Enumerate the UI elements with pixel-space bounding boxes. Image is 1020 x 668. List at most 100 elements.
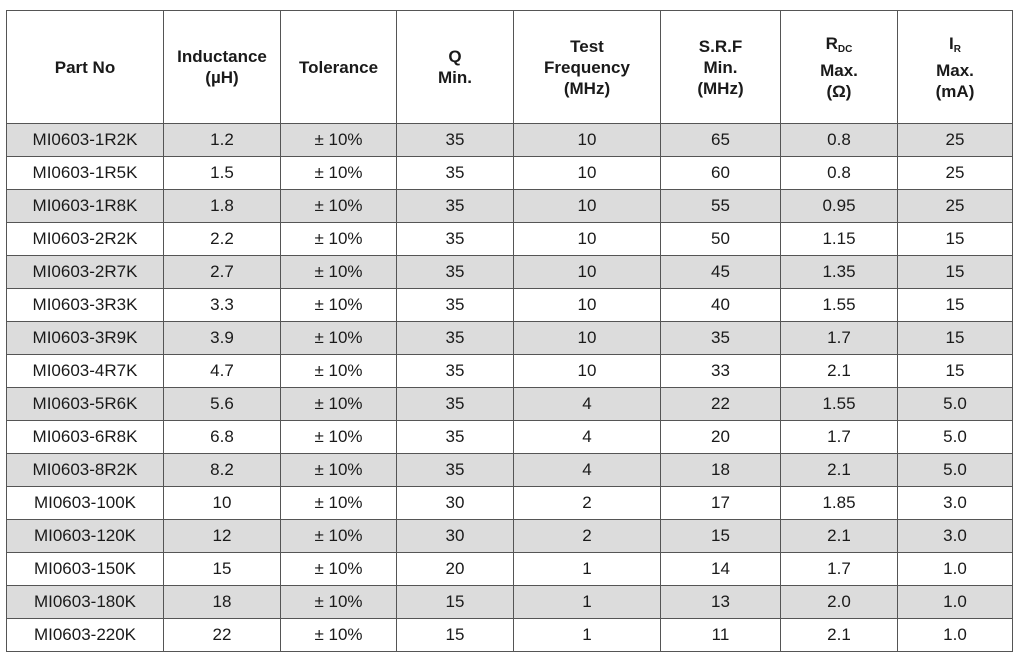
cell-test-frequency: 4 [513, 387, 661, 421]
header-part-no-label: Part No [54, 57, 116, 77]
cell-part-no: MI0603-150K [6, 552, 164, 586]
cell-q-min: 35 [396, 123, 514, 157]
cell-tolerance: ± 10% [280, 486, 397, 520]
cell-inductance: 1.2 [163, 123, 281, 157]
table-row: MI0603-5R6K 5.6 ± 10% 35 4 22 1.55 5.0 [6, 387, 1013, 421]
cell-q-min: 35 [396, 387, 514, 421]
header-q-line1: Q [448, 47, 462, 66]
header-inductance-line2: (µH) [205, 68, 239, 87]
header-ir-sub: R [953, 43, 961, 55]
cell-part-no: MI0603-5R6K [6, 387, 164, 421]
cell-inductance: 1.5 [163, 156, 281, 190]
cell-inductance: 15 [163, 552, 281, 586]
header-inductance: Inductance (µH) [163, 10, 281, 124]
header-ir-line3: (mA) [935, 81, 975, 101]
cell-part-no: MI0603-4R7K [6, 354, 164, 388]
spec-table-container: Part No Inductance (µH) Tolerance Q Min.… [6, 10, 1013, 652]
cell-tolerance: ± 10% [280, 519, 397, 553]
cell-ir-max: 1.0 [897, 552, 1013, 586]
cell-rdc-max: 2.1 [780, 453, 898, 487]
header-inductance-line1: Inductance [177, 47, 267, 66]
cell-tolerance: ± 10% [280, 123, 397, 157]
cell-ir-max: 5.0 [897, 420, 1013, 454]
cell-q-min: 35 [396, 354, 514, 388]
cell-rdc-max: 0.95 [780, 189, 898, 223]
cell-srf-min: 20 [660, 420, 781, 454]
cell-rdc-max: 2.1 [780, 519, 898, 553]
cell-tolerance: ± 10% [280, 387, 397, 421]
cell-inductance: 2.7 [163, 255, 281, 289]
cell-part-no: MI0603-1R5K [6, 156, 164, 190]
cell-tolerance: ± 10% [280, 552, 397, 586]
header-test-frequency-line2: Frequency [544, 57, 630, 77]
cell-rdc-max: 2.1 [780, 354, 898, 388]
cell-ir-max: 25 [897, 156, 1013, 190]
cell-inductance: 4.7 [163, 354, 281, 388]
header-rdc-main: R [825, 33, 838, 53]
cell-ir-max: 1.0 [897, 618, 1013, 652]
header-srf: S.R.F Min. (MHz) [660, 10, 781, 124]
cell-test-frequency: 10 [513, 354, 661, 388]
cell-srf-min: 45 [660, 255, 781, 289]
table-row: MI0603-220K 22 ± 10% 15 1 11 2.1 1.0 [6, 618, 1013, 652]
cell-inductance: 3.9 [163, 321, 281, 355]
cell-test-frequency: 10 [513, 156, 661, 190]
cell-test-frequency: 2 [513, 486, 661, 520]
cell-tolerance: ± 10% [280, 420, 397, 454]
cell-srf-min: 14 [660, 552, 781, 586]
cell-test-frequency: 10 [513, 222, 661, 256]
cell-q-min: 35 [396, 156, 514, 190]
cell-ir-max: 15 [897, 222, 1013, 256]
cell-inductance: 1.8 [163, 189, 281, 223]
cell-rdc-max: 1.85 [780, 486, 898, 520]
cell-test-frequency: 10 [513, 288, 661, 322]
cell-tolerance: ± 10% [280, 189, 397, 223]
header-q: Q Min. [396, 10, 514, 124]
cell-test-frequency: 4 [513, 420, 661, 454]
header-srf-line3: (MHz) [697, 78, 744, 98]
table-row: MI0603-2R7K 2.7 ± 10% 35 10 45 1.35 15 [6, 255, 1013, 289]
header-ir-symbol: IR [898, 33, 1012, 60]
cell-part-no: MI0603-6R8K [6, 420, 164, 454]
cell-q-min: 35 [396, 453, 514, 487]
cell-tolerance: ± 10% [280, 288, 397, 322]
cell-test-frequency: 10 [513, 123, 661, 157]
cell-tolerance: ± 10% [280, 618, 397, 652]
cell-q-min: 30 [396, 486, 514, 520]
table-row: MI0603-3R3K 3.3 ± 10% 35 10 40 1.55 15 [6, 288, 1013, 322]
table-row: MI0603-4R7K 4.7 ± 10% 35 10 33 2.1 15 [6, 354, 1013, 388]
cell-part-no: MI0603-100K [6, 486, 164, 520]
cell-test-frequency: 4 [513, 453, 661, 487]
cell-tolerance: ± 10% [280, 321, 397, 355]
cell-tolerance: ± 10% [280, 585, 397, 619]
cell-ir-max: 3.0 [897, 486, 1013, 520]
cell-rdc-max: 1.7 [780, 321, 898, 355]
header-ir: IR Max. (mA) [897, 10, 1013, 124]
table-row: MI0603-8R2K 8.2 ± 10% 35 4 18 2.1 5.0 [6, 453, 1013, 487]
cell-rdc-max: 1.7 [780, 552, 898, 586]
cell-q-min: 35 [396, 420, 514, 454]
cell-q-min: 15 [396, 618, 514, 652]
header-ir-main: I [949, 33, 954, 53]
cell-ir-max: 25 [897, 123, 1013, 157]
cell-q-min: 30 [396, 519, 514, 553]
cell-ir-max: 15 [897, 321, 1013, 355]
cell-q-min: 35 [396, 222, 514, 256]
header-part-no: Part No [6, 10, 164, 124]
cell-inductance: 5.6 [163, 387, 281, 421]
cell-srf-min: 65 [660, 123, 781, 157]
header-row: Part No Inductance (µH) Tolerance Q Min.… [6, 10, 1013, 124]
cell-ir-max: 5.0 [897, 387, 1013, 421]
cell-q-min: 35 [396, 321, 514, 355]
cell-srf-min: 60 [660, 156, 781, 190]
cell-srf-min: 40 [660, 288, 781, 322]
cell-test-frequency: 1 [513, 618, 661, 652]
table-row: MI0603-1R8K 1.8 ± 10% 35 10 55 0.95 25 [6, 189, 1013, 223]
header-test-frequency-line1: Test [570, 36, 604, 56]
cell-test-frequency: 1 [513, 585, 661, 619]
cell-srf-min: 33 [660, 354, 781, 388]
cell-inductance: 22 [163, 618, 281, 652]
table-body: MI0603-1R2K 1.2 ± 10% 35 10 65 0.8 25 MI0603-1R5… [6, 123, 1013, 652]
cell-tolerance: ± 10% [280, 453, 397, 487]
table-row: MI0603-3R9K 3.9 ± 10% 35 10 35 1.7 15 [6, 321, 1013, 355]
